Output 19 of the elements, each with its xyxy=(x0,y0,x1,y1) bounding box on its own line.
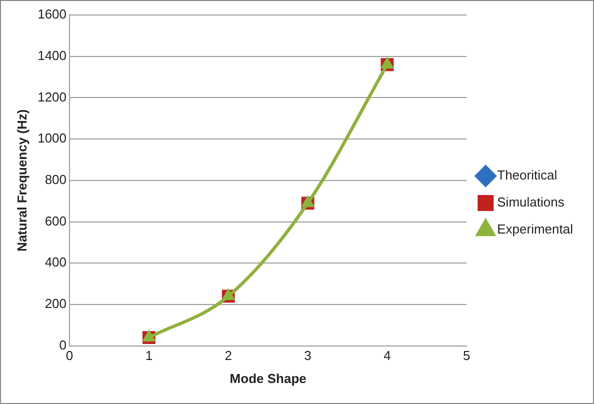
x-tick-label: 4 xyxy=(384,348,391,364)
legend-label: Simulations xyxy=(497,194,565,210)
x-tick-label: 2 xyxy=(224,348,232,364)
y-tick-label: 400 xyxy=(44,254,67,270)
legend-label: Experimental xyxy=(497,222,574,237)
y-tick-label: 600 xyxy=(44,213,67,228)
y-axis-title: Natural Frequency (Hz) xyxy=(14,109,30,252)
x-tick-label: 3 xyxy=(304,348,312,364)
y-tick-label: 1600 xyxy=(38,6,67,22)
y-tick-label: 0 xyxy=(59,337,67,352)
y-tick-label: 1400 xyxy=(38,48,67,63)
x-axis-title: Mode Shape xyxy=(230,370,306,386)
y-tick-label: 1200 xyxy=(38,89,67,104)
x-tick-label: 5 xyxy=(463,348,470,364)
y-tick-label: 800 xyxy=(44,172,67,187)
y-tick-label: 1000 xyxy=(38,130,67,146)
y-tick-label: 200 xyxy=(44,296,67,312)
x-tick-label: 1 xyxy=(145,348,153,364)
legend-label: Theoritical xyxy=(497,168,558,183)
